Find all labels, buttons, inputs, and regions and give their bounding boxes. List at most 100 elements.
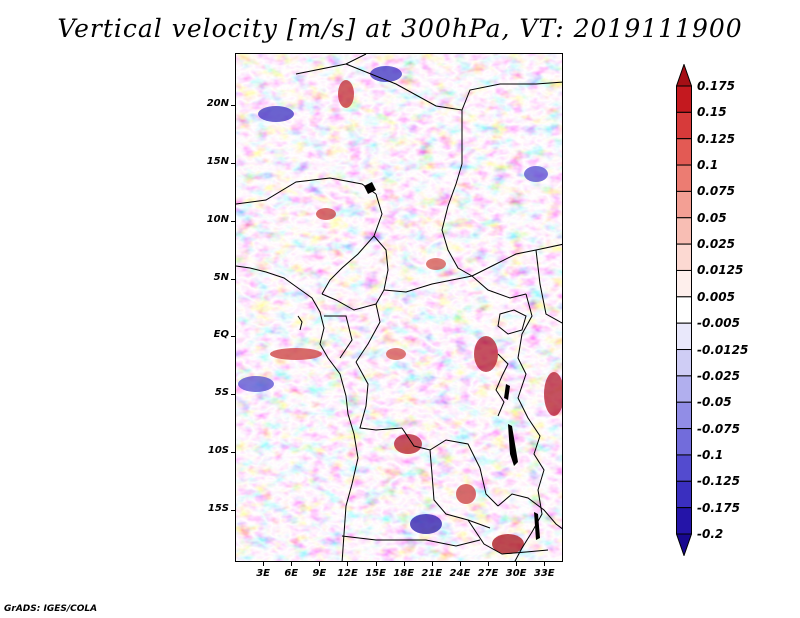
- lat-tick-label: 15N: [206, 155, 229, 167]
- lon-tick-label: 24E: [449, 568, 471, 579]
- colorbar-level-label: -0.175: [697, 500, 740, 515]
- colorbar-level-label: 0.0125: [697, 263, 744, 278]
- border-nile: [461, 81, 562, 111]
- border-chad-sudan: [441, 163, 473, 277]
- border-lake-victoria: [497, 309, 527, 335]
- lat-tick-label: 5N: [213, 271, 229, 283]
- border-angola-zambia: [429, 449, 491, 529]
- colorbar-level-label: 0.125: [697, 131, 735, 146]
- colorbar-swatch: [676, 322, 692, 351]
- velocity-core: [316, 208, 336, 220]
- lon-tick-label: 27E: [477, 568, 499, 579]
- velocity-core: [270, 348, 322, 360]
- colorbar-level-label: -0.075: [697, 421, 740, 436]
- lat-tick-mark: [231, 452, 235, 453]
- colorbar-swatch: [676, 64, 692, 87]
- colorbar-level-label: 0.005: [697, 289, 735, 304]
- lon-tick-mark: [263, 562, 264, 566]
- lon-tick-mark: [488, 562, 489, 566]
- lat-tick-label: 10S: [207, 445, 229, 457]
- lon-tick-label: 18E: [393, 568, 415, 579]
- colorbar-swatch: [676, 349, 692, 377]
- colorbar-swatch: [676, 243, 692, 271]
- lon-tick-mark: [347, 562, 348, 566]
- velocity-core: [456, 484, 476, 504]
- velocity-core: [474, 336, 498, 372]
- colorbar-swatch: [676, 217, 692, 245]
- lake-kivu: [504, 384, 510, 400]
- lat-tick-mark: [231, 105, 235, 106]
- border-niger-nigeria: [236, 177, 377, 205]
- colorbar-level-label: -0.025: [697, 368, 740, 383]
- velocity-core: [492, 534, 524, 554]
- strong-velocity-cores: [238, 66, 562, 554]
- lat-tick-label: EQ: [213, 329, 229, 341]
- lat-tick-mark: [231, 336, 235, 337]
- colorbar-level-label: -0.0125: [697, 342, 749, 357]
- colorbar-swatch: [676, 269, 692, 298]
- border-gabon: [324, 315, 353, 359]
- colorbar-level-label: -0.2: [697, 527, 724, 541]
- lon-tick-mark: [319, 562, 320, 566]
- border-ethiopia-kenya: [535, 249, 562, 324]
- border-drc-west: [355, 361, 403, 431]
- lon-tick-label: 3E: [256, 568, 270, 579]
- velocity-core: [386, 348, 406, 360]
- colorbar-swatch: [676, 480, 692, 509]
- border-car-south: [383, 275, 527, 299]
- colorbar-level-label: 0.075: [697, 184, 735, 199]
- border-nigeria-cameroon: [321, 193, 383, 295]
- lat-tick-label: 20N: [206, 98, 229, 110]
- colorbar-level-label: 0.025: [697, 237, 735, 252]
- colorbar-swatch: [676, 85, 692, 113]
- lake-tanganyika: [508, 424, 518, 466]
- velocity-core: [394, 434, 422, 454]
- colorbar-swatch: [676, 138, 692, 166]
- lon-tick-label: 30E: [505, 568, 527, 579]
- lon-tick-mark: [404, 562, 405, 566]
- lake-malawi: [534, 512, 540, 540]
- colorbar-level-label: -0.1: [697, 447, 724, 462]
- colorbar-swatch: [676, 533, 692, 556]
- colorbar-swatch: [676, 190, 692, 219]
- colorbar-level-label: 0.05: [697, 210, 727, 225]
- lon-tick-mark: [376, 562, 377, 566]
- coastline-gulf-islands: [297, 315, 303, 331]
- lat-tick-label: 15S: [207, 502, 229, 514]
- colorbar-swatch: [676, 164, 692, 192]
- field-texture: [236, 54, 562, 561]
- lon-tick-label: 21E: [421, 568, 443, 579]
- lat-tick-mark: [231, 394, 235, 395]
- colorbar-swatch: [676, 454, 692, 482]
- lon-tick-mark: [544, 562, 545, 566]
- velocity-core: [410, 514, 442, 534]
- colorbar-level-label: -0.05: [697, 395, 732, 410]
- colorbar-swatch: [676, 375, 692, 403]
- lat-tick-mark: [231, 279, 235, 280]
- colorbar-level-label: 0.15: [697, 105, 727, 120]
- lat-tick-mark: [231, 163, 235, 164]
- lon-tick-mark: [291, 562, 292, 566]
- colorbar-level-label: -0.125: [697, 474, 740, 489]
- water-bodies: [364, 182, 540, 540]
- border-chad-libya: [345, 63, 463, 164]
- map-plot-area: [235, 53, 563, 562]
- lon-tick-label: 9E: [312, 568, 327, 579]
- velocity-core: [370, 66, 402, 82]
- map-title: Vertical velocity [m/s] at 300hPa, VT: 2…: [57, 14, 743, 43]
- colorbar: [676, 64, 692, 556]
- lat-tick-label: 10N: [206, 213, 229, 225]
- colorbar-level-label: 0.175: [697, 79, 735, 93]
- grads-credit: GrADS: IGES/COLA: [4, 604, 98, 614]
- colorbar-swatch: [676, 401, 692, 430]
- velocity-core: [426, 258, 446, 270]
- colorbar-level-label: -0.005: [697, 316, 740, 331]
- velocity-core: [238, 376, 274, 392]
- lon-tick-mark: [432, 562, 433, 566]
- lon-tick-label: 33E: [533, 568, 555, 579]
- lon-tick-mark: [460, 562, 461, 566]
- colorbar-swatch: [676, 507, 692, 535]
- velocity-core: [258, 106, 294, 122]
- lon-tick-label: 15E: [365, 568, 386, 579]
- border-great-lakes: [495, 353, 509, 417]
